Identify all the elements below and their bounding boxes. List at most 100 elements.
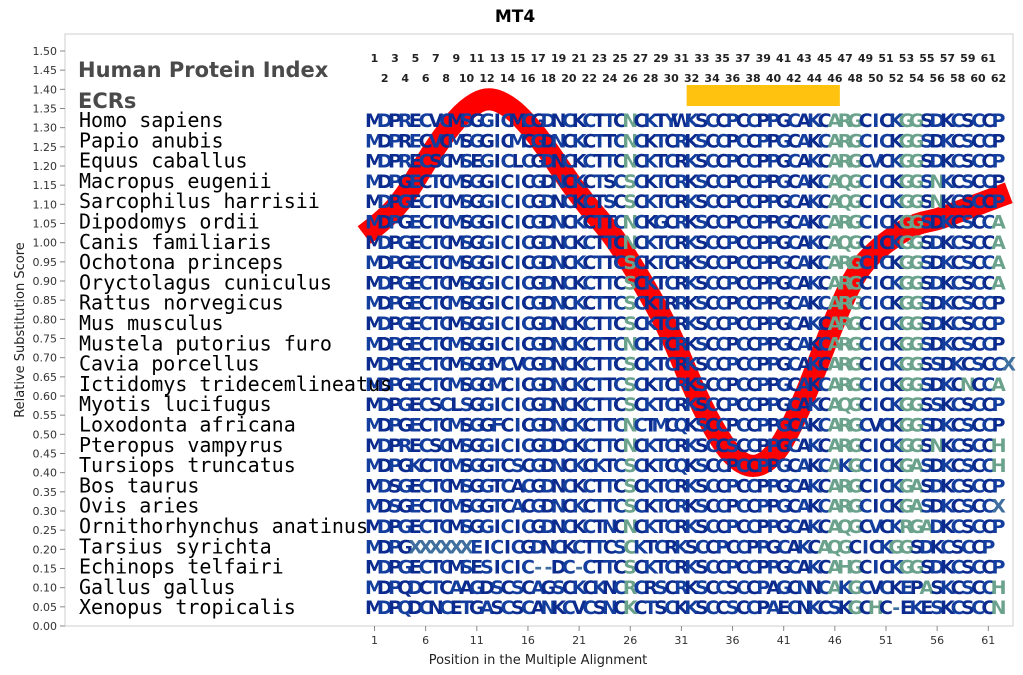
residue: N [622, 110, 638, 132]
residue: C [501, 435, 515, 457]
residue: C [439, 110, 453, 132]
residue: P [726, 293, 740, 315]
residue: C [582, 151, 596, 173]
residue: K [572, 354, 588, 376]
residue: C [787, 374, 801, 396]
residue: P [767, 232, 781, 254]
residue: T [654, 151, 667, 173]
residue: G [848, 415, 864, 437]
residue: C [419, 252, 433, 274]
top-position-label: 5 [412, 52, 420, 65]
residue: C [818, 435, 832, 457]
residue: K [940, 191, 956, 213]
residue: G [530, 151, 546, 173]
residue: N [551, 354, 567, 376]
residue: C [981, 232, 995, 254]
residue: T [593, 394, 606, 416]
residue: C [582, 455, 596, 477]
residue: C [859, 475, 873, 497]
residue: M [365, 455, 384, 477]
top-position-label: 62 [991, 72, 1006, 85]
residue: I [872, 354, 879, 376]
residue: C [981, 171, 995, 193]
residue: T [603, 232, 616, 254]
residue: C [879, 232, 893, 254]
residue: P [767, 313, 781, 335]
top-position-label: 11 [469, 52, 484, 65]
residue: T [429, 313, 442, 335]
residue: C [736, 455, 750, 477]
residue: S [460, 374, 474, 396]
residue: C [613, 171, 627, 193]
residue: F [491, 415, 504, 437]
top-position-label: 12 [479, 72, 494, 85]
residue: A [797, 354, 812, 376]
residue: T [644, 415, 657, 437]
residue: C [818, 252, 832, 274]
residue: T [593, 212, 606, 234]
residue: R [674, 151, 689, 173]
residue: C [521, 130, 535, 152]
residue: M [488, 374, 507, 396]
residue: P [726, 151, 740, 173]
residue: C [736, 232, 750, 254]
residue: C [981, 333, 995, 355]
y-tick-label: 1.35 [33, 103, 58, 116]
residue: M [508, 130, 527, 152]
residue: R [398, 110, 413, 132]
residue: C [879, 130, 893, 152]
residue: C [705, 151, 719, 173]
residue: G [909, 110, 925, 132]
residue: C [439, 212, 453, 234]
residue: P [726, 374, 740, 396]
residue: S [695, 293, 709, 315]
residue: C [501, 516, 515, 538]
residue: C [501, 354, 515, 376]
residue: C [951, 293, 965, 315]
residue: S [961, 191, 975, 213]
residue: C [879, 455, 893, 477]
residue: N [551, 333, 567, 355]
residue: C [521, 212, 535, 234]
residue: K [807, 354, 823, 376]
residue: C [613, 191, 627, 213]
residue: K [889, 252, 905, 274]
residue: G [899, 191, 915, 213]
residue: K [684, 475, 700, 497]
series-line-0 [357, 88, 1015, 477]
residue: K [889, 455, 905, 477]
residue: G [776, 333, 792, 355]
residue: K [807, 435, 823, 457]
top-position-label: 50 [868, 72, 884, 85]
residue: C [859, 252, 873, 274]
residue: T [593, 252, 606, 274]
top-position-label: 20 [561, 72, 577, 85]
residue: C [879, 212, 893, 234]
residue: R [674, 252, 689, 274]
residue: C [736, 374, 750, 396]
residue: G [479, 415, 495, 437]
top-position-label: 60 [970, 72, 986, 85]
residue: S [695, 232, 709, 254]
residue: S [920, 191, 934, 213]
residue: G [848, 272, 864, 294]
residue: S [460, 455, 474, 477]
residue: E [470, 151, 483, 173]
y-tick-label: 1.45 [33, 64, 58, 77]
residue: I [872, 272, 879, 294]
residue: P [388, 333, 402, 355]
residue: C [664, 252, 678, 274]
ecr-layer [686, 85, 840, 106]
y-tick-label: 0.25 [33, 524, 58, 537]
residue: P [767, 171, 781, 193]
residue: C [634, 374, 648, 396]
residue: S [920, 374, 934, 396]
residue: A [797, 212, 812, 234]
residue: K [807, 212, 823, 234]
residue: A [510, 475, 525, 497]
residue: I [494, 293, 501, 315]
residue: P [726, 415, 740, 437]
top-position-label: 41 [776, 52, 791, 65]
residue: G [776, 272, 792, 294]
residue: C [664, 394, 678, 416]
